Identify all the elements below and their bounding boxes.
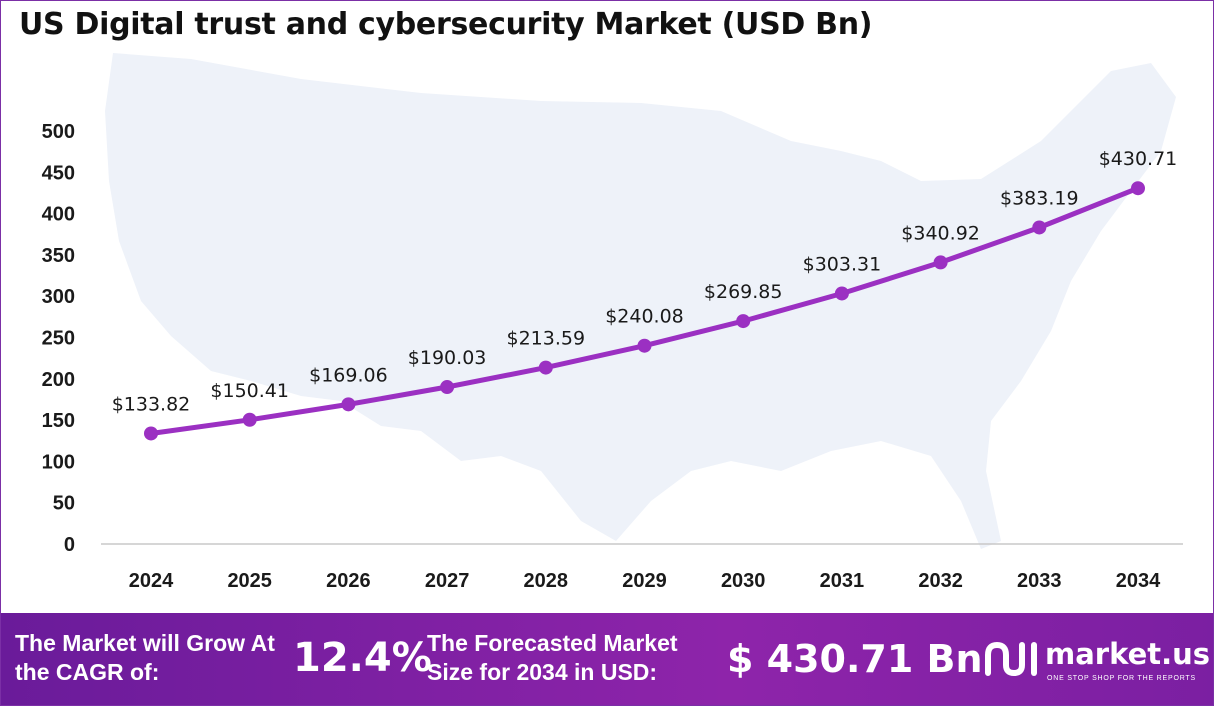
- cagr-label: The Market will Grow At the CAGR of:: [15, 630, 275, 685]
- y-tick-label: 400: [42, 204, 75, 226]
- data-point: [144, 426, 158, 441]
- y-tick-label: 100: [42, 451, 75, 473]
- y-tick-label: 500: [42, 121, 75, 143]
- x-tick-label: 2027: [425, 570, 470, 592]
- data-point: [1032, 220, 1047, 235]
- x-axis-ticks: 2024 2025 2026 2027 2028 2029 2030 2031 2032 2033…: [129, 570, 1161, 592]
- data-point: [538, 360, 553, 375]
- y-tick-label: 50: [53, 493, 75, 515]
- data-point: [341, 397, 356, 412]
- x-tick-label: 2034: [1116, 570, 1161, 592]
- footer-banner: The Market will Grow At the CAGR of: 12.…: [1, 613, 1213, 705]
- y-tick-label: 0: [64, 534, 75, 556]
- data-point: [242, 412, 257, 427]
- data-label: $213.59: [507, 328, 586, 350]
- data-label: $240.08: [605, 306, 684, 328]
- data-points: [144, 181, 1145, 441]
- y-tick-label: 200: [42, 369, 75, 391]
- y-tick-label: 300: [42, 286, 75, 308]
- x-tick-label: 2029: [622, 570, 667, 592]
- chart-title: US Digital trust and cybersecurity Marke…: [19, 7, 873, 42]
- market-us-logo-icon: [985, 641, 1037, 677]
- data-label: $133.82: [112, 393, 191, 415]
- x-tick-label: 2032: [918, 570, 963, 592]
- y-tick-label: 150: [42, 410, 75, 432]
- y-tick-label: 350: [42, 245, 75, 267]
- data-point: [933, 255, 948, 270]
- data-labels: $133.82 $150.41 $169.06 $190.03 $213.59 $240.…: [112, 148, 1178, 415]
- data-label: $340.92: [901, 222, 980, 244]
- x-tick-label: 2028: [524, 570, 569, 592]
- brand-tagline: ONE STOP SHOP FOR THE REPORTS: [1047, 675, 1196, 682]
- data-label: $430.71: [1099, 148, 1178, 170]
- x-tick-label: 2024: [129, 570, 174, 592]
- data-label: $303.31: [803, 253, 882, 275]
- data-point: [440, 380, 455, 395]
- x-tick-label: 2025: [227, 570, 272, 592]
- forecast-size-label: The Forecasted Market Size for 2034 in U…: [427, 630, 678, 685]
- brand-logo: market.us ONE STOP SHOP FOR THE REPORTS: [983, 637, 1211, 687]
- data-point: [834, 286, 849, 301]
- data-label: $150.41: [210, 380, 289, 402]
- cagr-value: 12.4%: [293, 635, 432, 681]
- data-point: [1131, 181, 1145, 196]
- y-tick-label: 450: [42, 162, 75, 184]
- y-axis: 0 50 100 150 200 250 300 350 400 450 500: [42, 121, 75, 556]
- us-map-background: [105, 53, 1176, 549]
- x-tick-label: 2031: [820, 570, 865, 592]
- data-label: $383.19: [1000, 187, 1079, 209]
- x-tick-label: 2030: [721, 570, 766, 592]
- data-point: [637, 338, 652, 353]
- data-label: $190.03: [408, 347, 487, 369]
- data-point: [736, 314, 751, 329]
- data-label: $169.06: [309, 364, 388, 386]
- brand-name: market.us: [1045, 637, 1211, 671]
- x-tick-label: 2033: [1017, 570, 1062, 592]
- forecast-size-value: $ 430.71 Bn: [727, 637, 983, 681]
- x-tick-label: 2026: [326, 570, 371, 592]
- data-label: $269.85: [704, 281, 783, 303]
- y-tick-label: 250: [42, 328, 75, 350]
